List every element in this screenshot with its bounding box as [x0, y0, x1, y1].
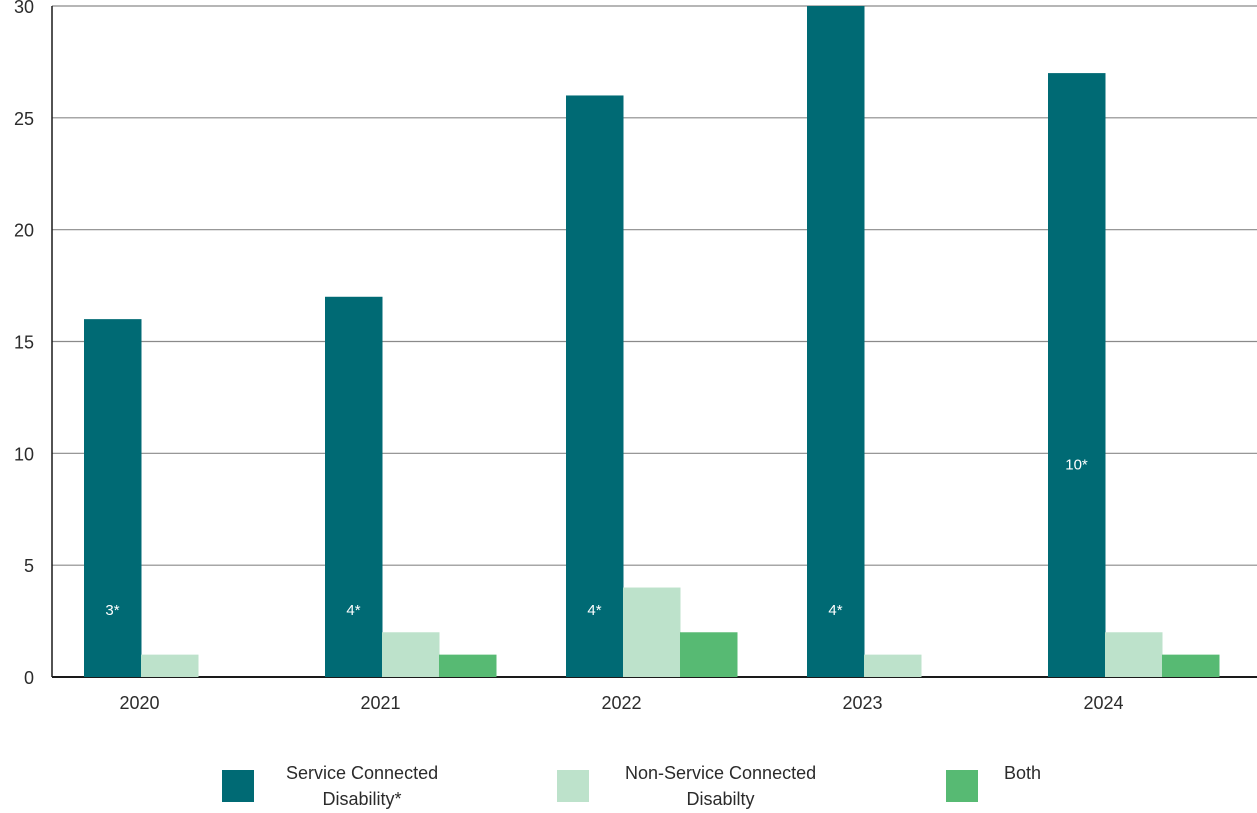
- legend-item-service-connected: Service Connected Disability*: [222, 760, 438, 812]
- bar: [807, 6, 865, 677]
- legend-item-non-service-connected: Non-Service Connected Disabilty: [557, 760, 816, 812]
- x-tick-label: 2022: [601, 693, 641, 713]
- bar: [566, 95, 624, 677]
- legend-label-line1: Non-Service Connected: [625, 763, 817, 783]
- bar-annotation: 10*: [1065, 457, 1088, 474]
- y-tick-label: 10: [14, 444, 34, 464]
- legend: Service Connected Disability* Non-Servic…: [0, 760, 1257, 810]
- legend-label-line2: Disability*: [322, 789, 402, 809]
- bar: [439, 654, 497, 677]
- bar-annotation: 3*: [105, 602, 119, 619]
- bar: [680, 632, 738, 677]
- y-tick-label: 15: [14, 333, 34, 353]
- legend-label-non-service-connected: Non-Service Connected Disabilty: [625, 760, 816, 812]
- bar: [141, 654, 199, 677]
- bar: [382, 632, 440, 677]
- x-tick-label: 2021: [360, 693, 400, 713]
- bar-annotation: 4*: [828, 602, 842, 619]
- x-tick-label: 2020: [119, 693, 159, 713]
- legend-label-line2: Disabilty: [686, 789, 755, 809]
- legend-label-both: Both: [1004, 760, 1041, 786]
- y-tick-label: 30: [14, 0, 34, 17]
- legend-label-line1: Service Connected: [286, 763, 439, 783]
- legend-swatch-both: [946, 770, 978, 802]
- bar: [325, 296, 383, 677]
- bar: [84, 319, 142, 677]
- y-tick-label: 0: [24, 668, 34, 688]
- bar: [864, 654, 922, 677]
- legend-swatch-non-service-connected: [557, 770, 589, 802]
- bar: [1105, 632, 1163, 677]
- bar: [1048, 73, 1106, 678]
- bar-annotation: 4*: [587, 602, 601, 619]
- y-tick-label: 5: [24, 556, 34, 576]
- bar: [623, 587, 681, 677]
- legend-label-line1: Both: [1004, 763, 1042, 783]
- bar: [1162, 654, 1220, 677]
- x-tick-label: 2024: [1083, 693, 1123, 713]
- legend-item-both: Both: [946, 760, 1041, 802]
- y-tick-label: 25: [14, 109, 34, 129]
- bar-annotation: 4*: [346, 602, 360, 619]
- legend-swatch-service-connected: [222, 770, 254, 802]
- x-tick-label: 2023: [842, 693, 882, 713]
- legend-label-service-connected: Service Connected Disability*: [286, 760, 438, 812]
- y-tick-label: 20: [14, 221, 34, 241]
- bar-chart: 0 5 10 15 20 25 30 3* 2020 4* 2021 4* 2022 4* 2023 10* 2…: [14, 0, 1257, 713]
